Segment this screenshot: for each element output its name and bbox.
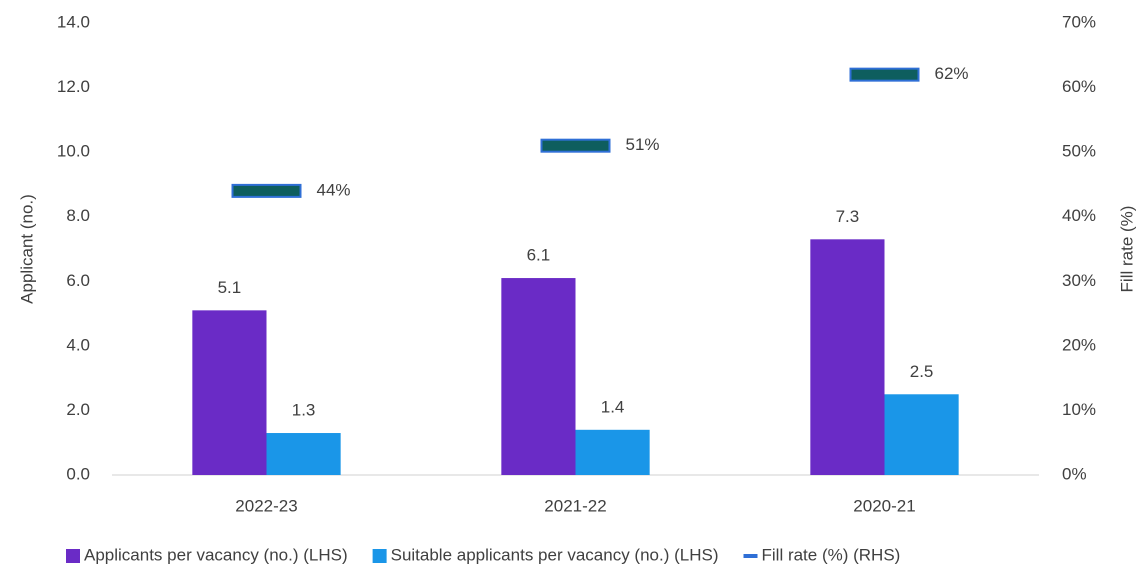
x-tick-label: 2020-21 — [853, 496, 915, 515]
data-label: 5.1 — [218, 278, 242, 297]
y-tick-label: 0.0 — [66, 464, 90, 483]
x-tick-label: 2022-23 — [235, 496, 297, 515]
legend-swatch — [372, 549, 387, 563]
y2-tick-label: 30% — [1062, 271, 1096, 290]
y2-tick-label: 0% — [1062, 464, 1087, 483]
bar — [266, 433, 341, 475]
data-label: 51% — [626, 135, 660, 154]
y-tick-label: 10.0 — [57, 142, 90, 161]
y2-tick-label: 40% — [1062, 206, 1096, 225]
x-tick-label: 2021-22 — [544, 496, 606, 515]
y2-tick-label: 70% — [1062, 12, 1096, 31]
legend-label: Applicants per vacancy (no.) (LHS) — [84, 545, 348, 564]
y-tick-label: 2.0 — [66, 400, 90, 419]
legend-swatch — [743, 554, 758, 558]
y2-tick-label: 10% — [1062, 400, 1096, 419]
fill-rate-marker — [849, 67, 920, 82]
y2-tick-label: 50% — [1062, 142, 1096, 161]
data-label: 7.3 — [836, 207, 860, 226]
data-label: 44% — [317, 180, 351, 199]
y-tick-label: 14.0 — [57, 12, 90, 31]
y-tick-label: 6.0 — [66, 271, 90, 290]
bar — [192, 310, 267, 475]
data-label: 2.5 — [910, 362, 934, 381]
data-label: 6.1 — [527, 246, 551, 265]
y-axis-title: Applicant (no.) — [17, 194, 36, 304]
fill-rate-marker — [231, 183, 302, 198]
y2-tick-label: 20% — [1062, 335, 1096, 354]
y-tick-label: 12.0 — [57, 77, 90, 96]
legend-label: Fill rate (%) (RHS) — [762, 545, 901, 564]
y-tick-label: 8.0 — [66, 206, 90, 225]
data-label: 1.3 — [292, 401, 316, 420]
bar — [884, 394, 959, 475]
legend-label: Suitable applicants per vacancy (no.) (L… — [391, 545, 719, 564]
bar — [575, 429, 650, 475]
data-label: 62% — [935, 64, 969, 83]
legend-swatch — [66, 549, 80, 563]
y-tick-label: 4.0 — [66, 335, 90, 354]
y2-axis-title: Fill rate (%) — [1117, 206, 1136, 293]
data-label: 1.4 — [601, 397, 625, 416]
y2-tick-label: 60% — [1062, 77, 1096, 96]
bar — [501, 278, 576, 475]
fill-rate-marker — [540, 138, 611, 153]
bar — [810, 239, 885, 475]
